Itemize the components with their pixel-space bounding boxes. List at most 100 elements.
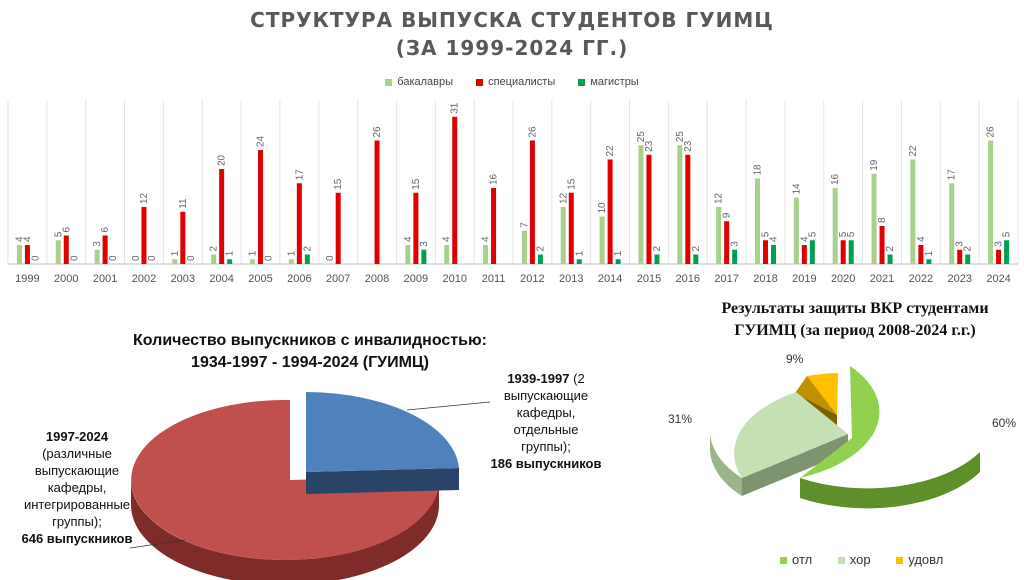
chart-title-line1: СТРУКТУРА ВЫПУСКА СТУДЕНТОВ ГУИМЦ [250,8,774,32]
bar-бакалавры [871,173,877,264]
pie-slice-red-side [131,480,439,580]
bar-data-label: 1 [225,250,236,256]
x-tick-label: 2014 [598,273,622,285]
bar-data-label: 0 [69,255,80,261]
x-tick-label: 2024 [986,273,1010,285]
bar-специалисты [529,140,535,264]
bar-бакалавры [832,188,838,264]
bar-магистры [809,240,815,264]
bar-специалисты [219,169,225,264]
label-1939-1997: 1939-1997 (2 выпускающие кафедры, отдель… [476,370,616,472]
bar-data-label: 0 [147,255,158,261]
bar-бакалавры [483,245,489,264]
bar-бакалавры [405,245,411,264]
bar-специалисты [568,192,574,264]
legend-label-bachelors: бакалавры [397,76,454,88]
pie-slice-udovl [807,373,838,415]
bar-специалисты [141,207,147,264]
x-tick-label: 2003 [171,273,195,285]
pie-slice-1939-1997 [306,392,459,472]
bar-data-label: 3 [730,241,741,247]
x-tick-label: 2023 [947,273,971,285]
bar-специалисты [646,154,652,264]
bar-data-label: 26 [372,126,383,138]
x-tick-label: 2007 [326,273,350,285]
bar-магистры [1004,240,1010,264]
bar-бакалавры [16,245,22,264]
bar-data-label: 15 [566,178,577,190]
legend-label-udovl: удовл [908,552,944,567]
bar-специалисты [607,159,613,264]
label-1939-1997-period: 1939-1997 [507,371,570,386]
bar-data-label: 22 [908,145,919,157]
label-1997-2024-line3: кафедры, [47,480,107,495]
label-1939-1997-line3: отдельные [513,422,579,437]
bar-data-label: 17 [947,169,958,181]
bar-data-label: 6 [100,227,111,233]
bar-data-label: 15 [333,178,344,190]
bar-бакалавры [172,259,178,264]
bar-бакалавры [55,240,61,264]
legend-label-otl: отл [792,552,813,567]
bar-data-label: 17 [294,169,305,181]
bar-data-label: 23 [644,140,655,152]
bar-data-label: 22 [605,145,616,157]
bar-бакалавры [599,216,605,264]
bar-data-label: 0 [131,255,142,261]
bar-data-label: 1 [170,250,181,256]
x-tick-label: 2019 [792,273,816,285]
x-tick-label: 2001 [93,273,117,285]
bar-магистры [965,254,971,264]
bar-специалисты [374,140,380,264]
bar-бакалавры [250,259,255,264]
label-1939-1997-line4: группы); [521,439,571,454]
bar-data-label: 5 [1002,231,1013,237]
bar-бакалавры [521,230,527,264]
bar-data-label: 3 [92,241,103,247]
legend-item-otl: отл [780,552,812,567]
bar-data-label: 4 [769,236,780,242]
bar-data-label: 0 [325,255,336,261]
x-tick-label: 2000 [54,273,78,285]
bar-data-label: 2 [963,246,974,252]
bar-data-label: 2 [885,246,896,252]
bar-бакалавры [910,159,916,264]
bar-специалисты [335,192,341,264]
label-1939-1997-value: 186 выпускников [490,456,602,471]
label-1997-2024-period: 1997-2024 [45,429,109,444]
legend-item-specialists: специалисты [476,76,555,88]
bar-data-label: 7 [519,222,530,228]
bar-data-label: 3 [419,241,430,247]
bar-специалисты [413,192,419,264]
bar-магистры [576,259,582,264]
legend-item-hor: хор [837,552,871,567]
disability-pie-title: Количество выпускников с инвалидностью: … [80,330,540,374]
bar-data-label: 15 [411,178,422,190]
bar-data-label: 1 [248,250,259,256]
bar-бакалавры [444,245,450,264]
vkr-pie-title-line2: ГУИМЦ (за период 2008-2024 г.г.) [734,322,976,339]
x-tick-label: 2002 [132,273,156,285]
bar-бакалавры [638,145,644,264]
pie-slice-blue-side [306,468,459,494]
vkr-pie-title-line1: Результаты защиты ВКР студентами [721,300,989,317]
pct-otl: 60% [992,416,1017,430]
bar-data-label: 23 [683,140,694,152]
bar-бакалавры [716,207,722,264]
bar-data-label: 4 [799,236,810,242]
x-tick-label: 2006 [287,273,311,285]
bar-специалисты [180,211,186,264]
bar-специалисты [724,221,730,264]
bar-chart: 1999440200056020013602002012020031110200… [7,100,1019,285]
bar-специалисты [102,235,108,264]
x-tick-label: 2004 [209,273,233,285]
bar-специалисты [24,245,30,264]
bar-бакалавры [211,254,217,264]
bar-data-label: 4 [403,236,414,242]
bar-data-label: 25 [636,131,647,143]
bar-data-label: 25 [675,131,686,143]
bar-data-label: 14 [791,183,802,195]
legend-label-specialists: специалисты [488,76,556,88]
